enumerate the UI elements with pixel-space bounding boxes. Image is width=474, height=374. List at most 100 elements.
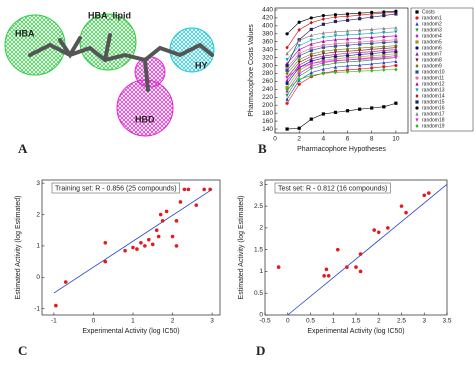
title-box bbox=[51, 182, 180, 194]
marker bbox=[370, 66, 374, 70]
plot-frame bbox=[264, 179, 448, 316]
point bbox=[186, 187, 191, 192]
point bbox=[354, 265, 358, 269]
plot-frame bbox=[41, 179, 221, 316]
x-tick-label: 2.5 bbox=[397, 318, 406, 325]
series-line bbox=[287, 102, 396, 130]
marker bbox=[333, 70, 338, 75]
marker bbox=[333, 44, 338, 48]
legend-marker bbox=[415, 112, 419, 116]
series-line bbox=[286, 53, 396, 88]
point bbox=[276, 265, 281, 269]
legend-label: random19 bbox=[422, 123, 445, 129]
marker bbox=[382, 65, 386, 69]
marker bbox=[333, 47, 338, 52]
x-tick-label: 2 bbox=[297, 136, 301, 143]
y-tick-label: 300 bbox=[262, 62, 273, 69]
marker bbox=[333, 29, 338, 34]
panel-label: C bbox=[18, 343, 27, 358]
marker bbox=[321, 63, 325, 68]
marker bbox=[382, 31, 386, 35]
marker bbox=[394, 40, 398, 44]
point bbox=[386, 226, 390, 230]
y-tick-label: -1 bbox=[34, 305, 40, 312]
marker bbox=[297, 126, 301, 130]
point bbox=[63, 280, 68, 284]
marker bbox=[297, 71, 301, 76]
marker bbox=[321, 49, 325, 54]
point bbox=[376, 230, 381, 235]
legend-label: random12 bbox=[422, 81, 445, 87]
marker bbox=[321, 39, 325, 43]
x-tick-label: 4 bbox=[322, 136, 326, 143]
marker bbox=[321, 17, 325, 22]
marker bbox=[297, 44, 301, 48]
point bbox=[150, 242, 155, 247]
legend-marker bbox=[415, 40, 419, 44]
marker bbox=[309, 27, 313, 32]
point bbox=[324, 267, 329, 272]
marker bbox=[333, 52, 338, 57]
point bbox=[427, 191, 431, 195]
marker bbox=[297, 20, 301, 24]
marker bbox=[370, 47, 374, 52]
marker bbox=[285, 63, 289, 68]
x-tick-label: 10 bbox=[392, 136, 400, 143]
plot-frame bbox=[274, 7, 409, 134]
marker bbox=[394, 101, 398, 105]
marker bbox=[321, 22, 325, 26]
marker bbox=[333, 13, 338, 17]
legend-label: random3 bbox=[422, 27, 442, 33]
marker bbox=[297, 82, 301, 86]
x-tick-label: 0 bbox=[92, 318, 96, 325]
point bbox=[147, 237, 151, 242]
y-tick-label: 1 bbox=[259, 268, 263, 275]
series-line bbox=[286, 31, 396, 60]
marker bbox=[345, 46, 350, 51]
series-line bbox=[286, 41, 396, 71]
point bbox=[358, 252, 363, 256]
point bbox=[326, 274, 331, 278]
point bbox=[156, 234, 161, 239]
x-tick-label: 2 bbox=[377, 318, 381, 325]
marker bbox=[285, 97, 289, 101]
marker bbox=[382, 10, 386, 14]
marker bbox=[309, 38, 313, 43]
x-axis-label: Experimental Activity (log IC50) bbox=[82, 328, 179, 335]
feature-label: HY bbox=[195, 60, 208, 70]
y-tick-label: 260 bbox=[262, 78, 273, 85]
x-tick-label: 1.5 bbox=[351, 318, 360, 325]
point bbox=[123, 248, 127, 253]
legend-marker bbox=[415, 118, 419, 122]
marker bbox=[345, 18, 350, 22]
marker bbox=[370, 57, 374, 61]
y-axis-label: Estimated Activity (log Estimated) bbox=[15, 196, 22, 300]
marker bbox=[345, 14, 350, 19]
legend-label: random8 bbox=[422, 57, 442, 63]
legend-label: random15 bbox=[422, 99, 445, 105]
marker bbox=[370, 106, 374, 110]
marker bbox=[394, 33, 398, 38]
marker bbox=[333, 19, 338, 24]
marker bbox=[321, 31, 325, 35]
marker bbox=[321, 43, 325, 47]
legend-label: random14 bbox=[422, 93, 445, 99]
y-tick-label: 0 bbox=[259, 312, 263, 319]
marker bbox=[321, 52, 325, 56]
marker bbox=[309, 67, 313, 71]
marker bbox=[382, 105, 386, 109]
marker bbox=[309, 52, 313, 57]
marker bbox=[358, 28, 362, 32]
y-tick-label: 340 bbox=[262, 46, 273, 53]
legend-marker bbox=[415, 70, 419, 74]
marker bbox=[345, 36, 350, 41]
marker bbox=[370, 61, 374, 66]
marker bbox=[358, 36, 362, 40]
point bbox=[170, 234, 175, 239]
marker bbox=[285, 32, 289, 36]
marker bbox=[285, 51, 289, 56]
x-tick-label: 8 bbox=[370, 136, 374, 143]
marker bbox=[345, 109, 350, 113]
marker bbox=[358, 63, 362, 67]
y-tick-label: 2.5 bbox=[254, 203, 263, 210]
